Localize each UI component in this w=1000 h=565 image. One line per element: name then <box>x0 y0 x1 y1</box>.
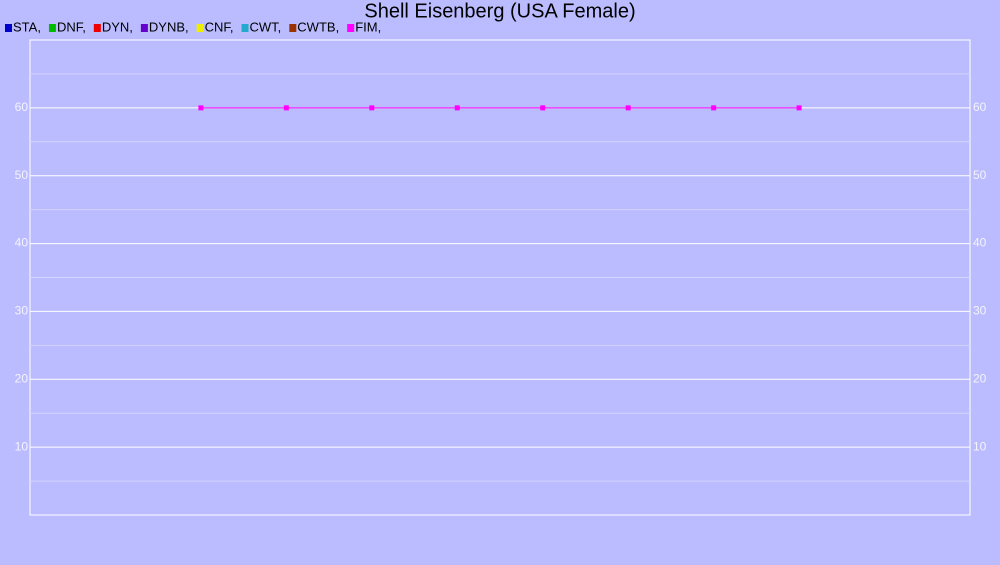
y2-tick-label: 20 <box>973 371 987 385</box>
data-point <box>454 105 460 111</box>
y-tick-label: 20 <box>15 371 29 385</box>
legend-label: DYN, <box>102 19 133 34</box>
data-point <box>540 105 546 111</box>
legend-label: FIM, <box>355 19 381 34</box>
legend-label: CNF, <box>205 19 234 34</box>
y-tick-label: 40 <box>15 236 29 250</box>
data-point <box>283 105 289 111</box>
legend-swatch <box>140 24 148 32</box>
data-point <box>198 105 204 111</box>
data-point <box>711 105 717 111</box>
legend-label: DNF, <box>57 19 86 34</box>
legend-swatch <box>93 24 101 32</box>
data-point <box>625 105 631 111</box>
y2-tick-label: 40 <box>973 236 987 250</box>
legend-swatch <box>241 24 249 32</box>
legend-swatch <box>289 24 297 32</box>
y-tick-label: 60 <box>15 100 29 114</box>
y2-tick-label: 60 <box>973 100 987 114</box>
y2-tick-label: 10 <box>973 439 987 453</box>
y2-tick-label: 30 <box>973 304 987 318</box>
legend-label: CWT, <box>250 19 282 34</box>
legend-label: STA, <box>13 19 41 34</box>
data-point <box>796 105 802 111</box>
y2-tick-label: 50 <box>973 168 987 182</box>
legend-label: CWTB, <box>297 19 339 34</box>
legend-swatch <box>5 24 12 32</box>
y-tick-label: 30 <box>15 304 29 318</box>
legend-swatch <box>196 24 204 32</box>
y-tick-label: 10 <box>15 439 29 453</box>
legend-swatch <box>347 24 355 32</box>
chart-title: Shell Eisenberg (USA Female) <box>364 0 635 22</box>
legend-swatch <box>48 24 56 32</box>
data-point <box>369 105 375 111</box>
legend-label: DYNB, <box>149 19 189 34</box>
y-tick-label: 50 <box>15 168 29 182</box>
